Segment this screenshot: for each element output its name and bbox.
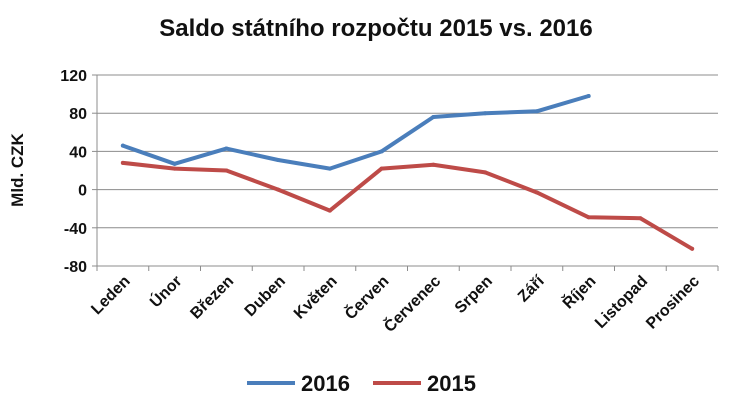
x-tick-label: Září: [515, 272, 548, 305]
legend: 2016 2015: [247, 371, 476, 396]
legend-label: 2016: [301, 371, 350, 396]
grid-layer: [92, 74, 719, 271]
x-tick-label: Březen: [187, 273, 237, 323]
legend-label: 2015: [427, 371, 476, 396]
data-point: [120, 160, 125, 165]
data-point: [276, 157, 281, 162]
y-ticks: 120 80 40 0 -40 -80: [60, 68, 87, 276]
data-point: [431, 162, 436, 167]
y-tick-label: 0: [78, 183, 87, 200]
x-tick-label: Říjen: [558, 271, 599, 312]
data-point: [224, 146, 229, 151]
series-layer: [120, 94, 695, 251]
data-point: [379, 149, 384, 154]
x-tick-label: Leden: [88, 273, 133, 318]
data-point: [638, 216, 643, 221]
data-point: [586, 215, 591, 220]
data-point: [534, 190, 539, 195]
data-point: [431, 115, 436, 120]
x-tick-label: Únor: [146, 271, 186, 311]
x-tick-label: Prosinec: [643, 273, 703, 333]
y-tick-label: 120: [60, 68, 87, 85]
data-point: [327, 208, 332, 213]
y-tick-label: -80: [64, 259, 87, 276]
data-point: [534, 109, 539, 114]
y-tick-label: -40: [64, 221, 87, 238]
data-point: [224, 168, 229, 173]
data-point: [276, 187, 281, 192]
x-tick-label: Červenec: [380, 271, 444, 335]
data-point: [172, 166, 177, 171]
data-point: [586, 94, 591, 99]
data-point: [172, 161, 177, 166]
x-tick-label: Srpen: [452, 273, 496, 317]
x-tick-label: Červen: [341, 271, 393, 323]
series-line-2015: [120, 160, 695, 251]
data-point: [483, 111, 488, 116]
y-tick-label: 80: [69, 106, 87, 123]
series-line-2016: [120, 94, 591, 171]
x-tick-label: Listopad: [592, 273, 651, 332]
x-ticks: Leden Únor Březen Duben Květen ČervenČervenec…: [88, 271, 703, 335]
data-point: [120, 143, 125, 148]
x-tick-label: Duben: [242, 273, 289, 320]
data-point: [379, 166, 384, 171]
data-point: [690, 246, 695, 251]
y-tick-label: 40: [69, 144, 87, 161]
y-axis-label: Mld. CZK: [8, 132, 27, 206]
data-point: [327, 166, 332, 171]
x-tick-label: Květen: [291, 273, 341, 323]
data-point: [483, 170, 488, 175]
chart-title: Saldo státního rozpočtu 2015 vs. 2016: [159, 15, 592, 42]
